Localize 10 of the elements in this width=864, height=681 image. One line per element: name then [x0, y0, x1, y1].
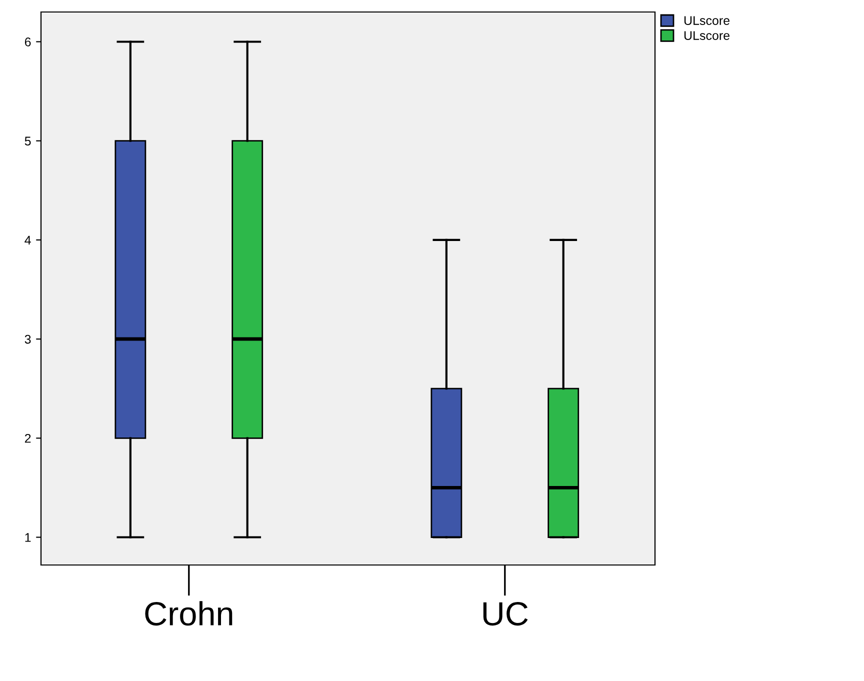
legend-label: ULscore — [684, 31, 730, 40]
x-tick-label: UC — [483, 602, 528, 626]
y-tick-label: 6 — [24, 38, 31, 46]
y-tick-label: 4 — [24, 236, 31, 244]
y-tick-label: 2 — [24, 434, 31, 443]
y-tick-label: 5 — [24, 136, 31, 146]
y-tick-label: 1 — [25, 533, 31, 542]
legend-label: ULscore — [684, 16, 730, 25]
x-tick-label: Crohn — [145, 601, 232, 626]
y-tick-label: 3 — [24, 334, 31, 344]
